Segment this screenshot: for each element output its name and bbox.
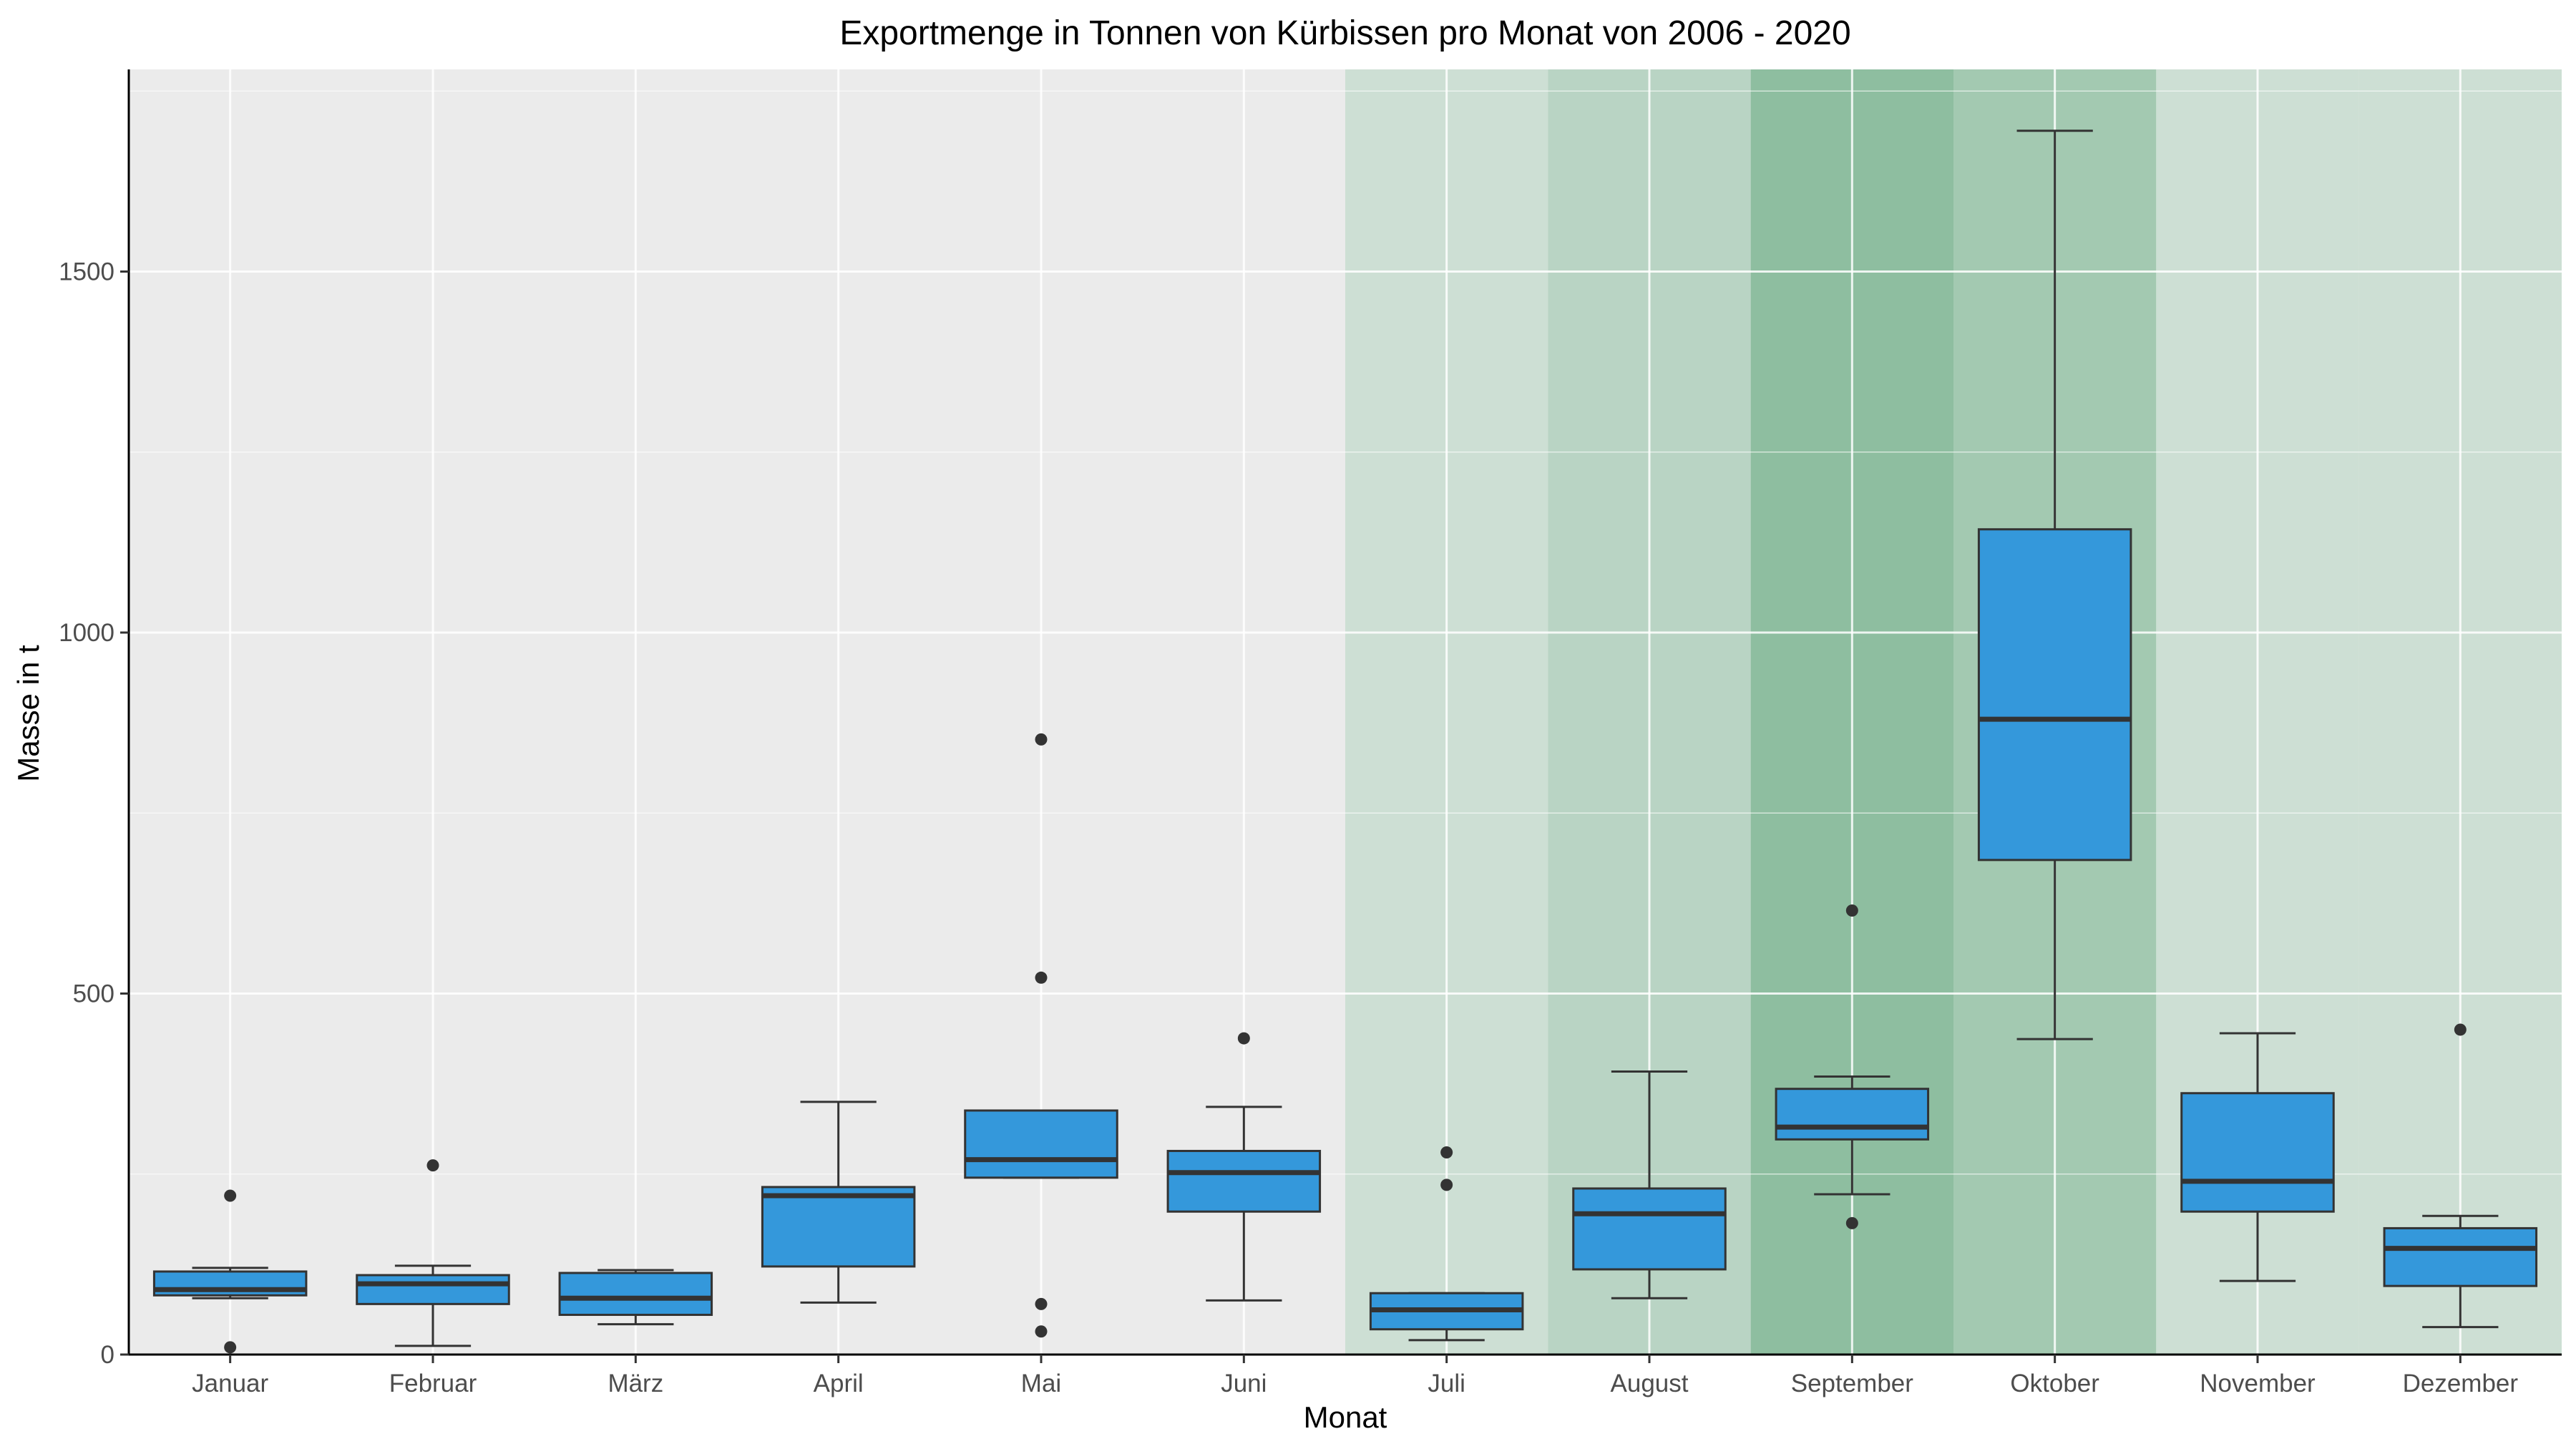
x-tick-label: April xyxy=(814,1370,864,1397)
plot-panel: 0 500 1000 1500 Januar Februar März April Mai Jun… xyxy=(59,69,2562,1397)
x-tick-label: August xyxy=(1611,1370,1689,1397)
outlier-point-juli xyxy=(1440,1179,1453,1191)
box-februar xyxy=(356,1274,510,1305)
x-tick-label: Februar xyxy=(389,1370,477,1397)
x-tick-label: Juli xyxy=(1428,1370,1465,1397)
outlier-point-mai xyxy=(1035,971,1048,984)
y-tick-label: 500 xyxy=(73,980,114,1008)
y-tick-label: 1000 xyxy=(59,619,114,647)
box-november xyxy=(2180,1092,2335,1213)
x-tick-label: März xyxy=(608,1370,663,1397)
outlier-point-september xyxy=(1845,904,1858,917)
outlier-point-mai xyxy=(1035,1325,1048,1338)
x-tick-label: Oktober xyxy=(2010,1370,2099,1397)
x-tick-label: Mai xyxy=(1021,1370,1061,1397)
x-axis-title: Monat xyxy=(1304,1400,1387,1434)
x-tick-label: Dezember xyxy=(2403,1370,2519,1397)
box-august xyxy=(1572,1187,1727,1271)
box-april xyxy=(761,1186,916,1268)
outlier-point-dezember xyxy=(2454,1023,2467,1036)
box-mai xyxy=(964,1109,1118,1179)
box-september xyxy=(1775,1088,1930,1141)
chart-title: Exportmenge in Tonnen von Kürbissen pro … xyxy=(839,14,1850,52)
box-oktober xyxy=(1977,528,2132,862)
outlier-point-september xyxy=(1845,1216,1858,1229)
outlier-point-juni xyxy=(1237,1032,1250,1045)
outlier-point-januar xyxy=(224,1189,237,1202)
outlier-point-mai xyxy=(1035,1297,1048,1310)
outlier-point-januar xyxy=(224,1341,237,1354)
y-tick-label: 0 xyxy=(101,1341,114,1369)
outlier-point-mai xyxy=(1035,733,1048,746)
x-tick-label: Januar xyxy=(192,1370,268,1397)
y-tick-label: 1500 xyxy=(59,258,114,286)
y-axis-title: Masse in t xyxy=(11,645,45,782)
box-dezember xyxy=(2383,1226,2538,1287)
box-märz xyxy=(558,1272,713,1317)
outlier-point-februar xyxy=(426,1159,439,1172)
x-tick-label: November xyxy=(2200,1370,2316,1397)
x-tick-label: September xyxy=(1791,1370,1914,1397)
outlier-point-juli xyxy=(1440,1146,1453,1158)
box-juni xyxy=(1166,1149,1322,1213)
x-tick-label: Juni xyxy=(1221,1370,1267,1397)
